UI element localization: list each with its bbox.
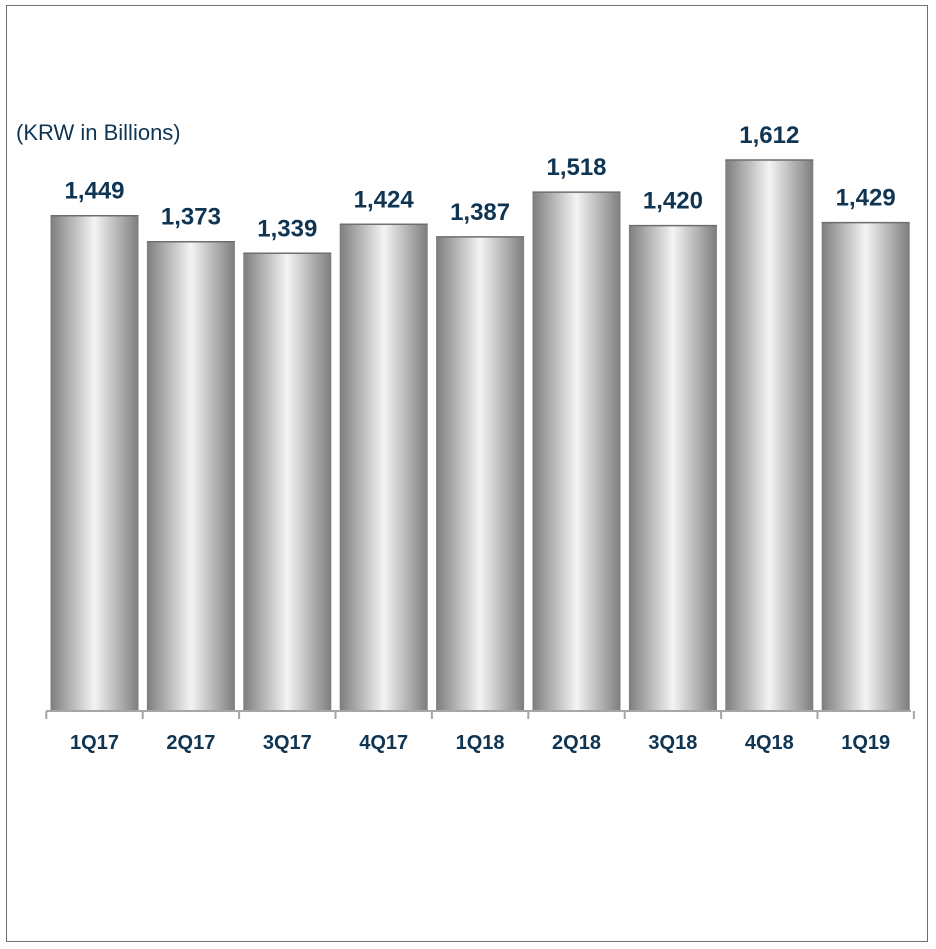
value-label: 1,339 xyxy=(257,215,317,242)
category-label: 3Q18 xyxy=(648,732,697,754)
category-labels: 1Q17 2Q17 3Q17 4Q17 1Q18 2Q18 3Q18 4Q18 1Q19 xyxy=(70,732,890,754)
value-labels: 1,449 1,373 1,339 1,424 1,387 1,518 1,420 1,612… xyxy=(64,122,895,242)
bar-1Q18 xyxy=(436,236,525,711)
category-label: 1Q18 xyxy=(456,732,505,754)
bar-2Q18 xyxy=(532,192,621,712)
bar-1Q19 xyxy=(821,222,910,711)
category-label: 3Q17 xyxy=(263,732,312,754)
x-axis-ticks xyxy=(45,711,915,719)
bar-1Q17 xyxy=(50,215,139,711)
category-label: 4Q17 xyxy=(359,732,408,754)
bars-group xyxy=(50,159,910,712)
value-label: 1,518 xyxy=(546,154,606,181)
unit-label: (KRW in Billions) xyxy=(16,120,181,145)
bar-3Q18 xyxy=(628,225,717,711)
bar-2Q17 xyxy=(146,241,235,711)
value-label: 1,373 xyxy=(161,204,221,231)
bar-4Q17 xyxy=(339,224,428,712)
value-label: 1,420 xyxy=(643,188,703,215)
value-label: 1,429 xyxy=(836,185,896,212)
category-label: 1Q19 xyxy=(841,732,890,754)
value-label: 1,424 xyxy=(354,186,415,213)
bar-3Q17 xyxy=(243,253,332,712)
bar-4Q18 xyxy=(725,160,814,711)
value-label: 1,612 xyxy=(739,122,799,149)
category-label: 4Q18 xyxy=(745,732,794,754)
category-label: 2Q18 xyxy=(552,732,601,754)
category-label: 1Q17 xyxy=(70,732,119,754)
value-label: 1,449 xyxy=(64,178,124,205)
value-label: 1,387 xyxy=(450,199,510,226)
category-label: 2Q17 xyxy=(166,732,215,754)
